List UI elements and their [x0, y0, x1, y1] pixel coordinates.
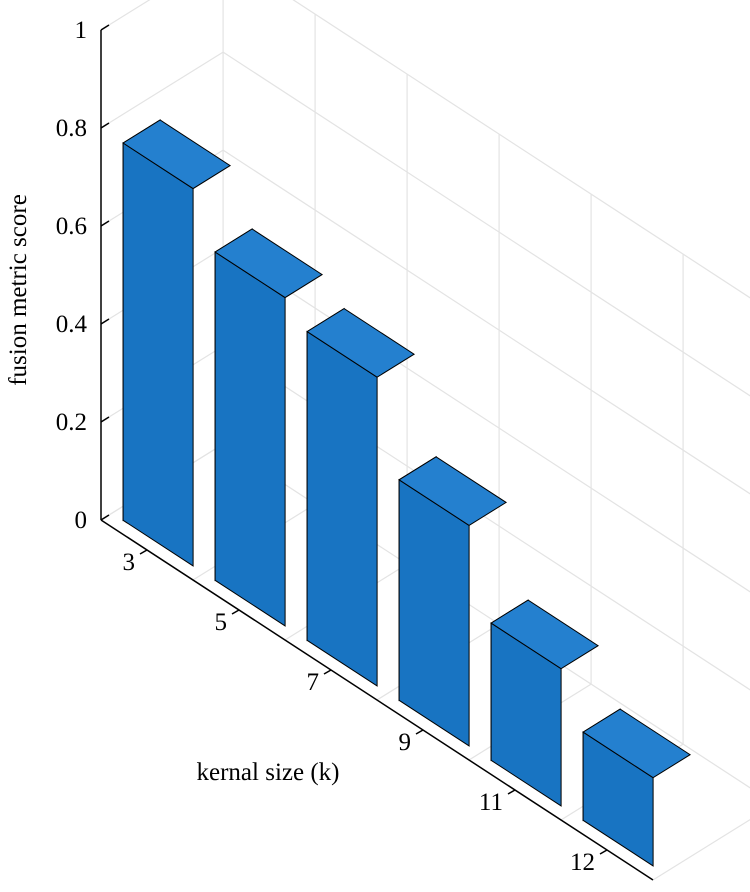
bar-face-front: [306, 330, 378, 687]
x-tick-label: 7: [307, 669, 320, 696]
y-tick-mark: [100, 220, 110, 227]
y-tick-label: 0.6: [56, 213, 87, 240]
bar-face-front: [122, 142, 194, 567]
y-tick-mark: [100, 122, 110, 129]
bar-7: [306, 307, 416, 687]
grid-line-floor: [652, 818, 750, 881]
x-axis-label: kernal size (k): [197, 759, 340, 786]
grid-line-horizontal: [222, 345, 750, 691]
grid-line-depth: [100, 0, 151, 31]
y-tick-label: 0.2: [56, 409, 87, 436]
x-tick-mark: [507, 789, 516, 795]
x-tick-mark: [415, 729, 424, 735]
tick-labels: 0 0.2 0.4 0.6 0.8 1 3 5 7 9 11 12: [56, 17, 608, 876]
bar-face-front: [214, 251, 286, 627]
x-axis-line: [100, 519, 654, 881]
x-tick-mark: [231, 609, 240, 615]
x-tick-label: 9: [399, 729, 412, 756]
bars: [122, 119, 692, 867]
bar-9: [398, 455, 508, 747]
axes: [100, 30, 654, 881]
y-axis-label: fusion metric score: [5, 194, 32, 386]
y-tick-mark: [100, 514, 110, 521]
x-tick-label: 11: [479, 789, 503, 816]
bar-12: [582, 708, 692, 867]
x-tick-mark: [599, 849, 608, 855]
y-tick-mark: [100, 318, 110, 325]
bar-face-top: [398, 456, 508, 526]
grid-line-horizontal: [222, 149, 750, 495]
bar-face-top: [490, 599, 600, 670]
y-tick-label: 0: [75, 507, 88, 534]
bar-face-top: [122, 119, 232, 190]
y-tick-mark: [100, 416, 110, 423]
bar-3: [122, 119, 232, 567]
y-tick-label: 0.4: [56, 311, 88, 338]
y-tick-label: 1: [75, 17, 88, 44]
grid-line-horizontal: [222, 247, 750, 593]
grid-line-depth: [100, 51, 224, 129]
grid-line-horizontal: [222, 51, 750, 397]
x-tick-label: 3: [123, 549, 136, 576]
y-tick-mark: [100, 24, 110, 31]
x-tick-mark: [323, 669, 332, 675]
y-tick-label: 0.8: [56, 115, 87, 142]
bar-face-top: [582, 708, 692, 779]
x-tick-label: 12: [570, 849, 595, 876]
bar-face-top: [306, 308, 416, 378]
x-tick-label: 5: [215, 609, 228, 636]
bar-face-front: [398, 478, 470, 747]
bar-5: [214, 228, 324, 627]
x-tick-mark: [139, 549, 148, 555]
bar-face-top: [214, 228, 324, 299]
bar-11: [490, 599, 600, 807]
